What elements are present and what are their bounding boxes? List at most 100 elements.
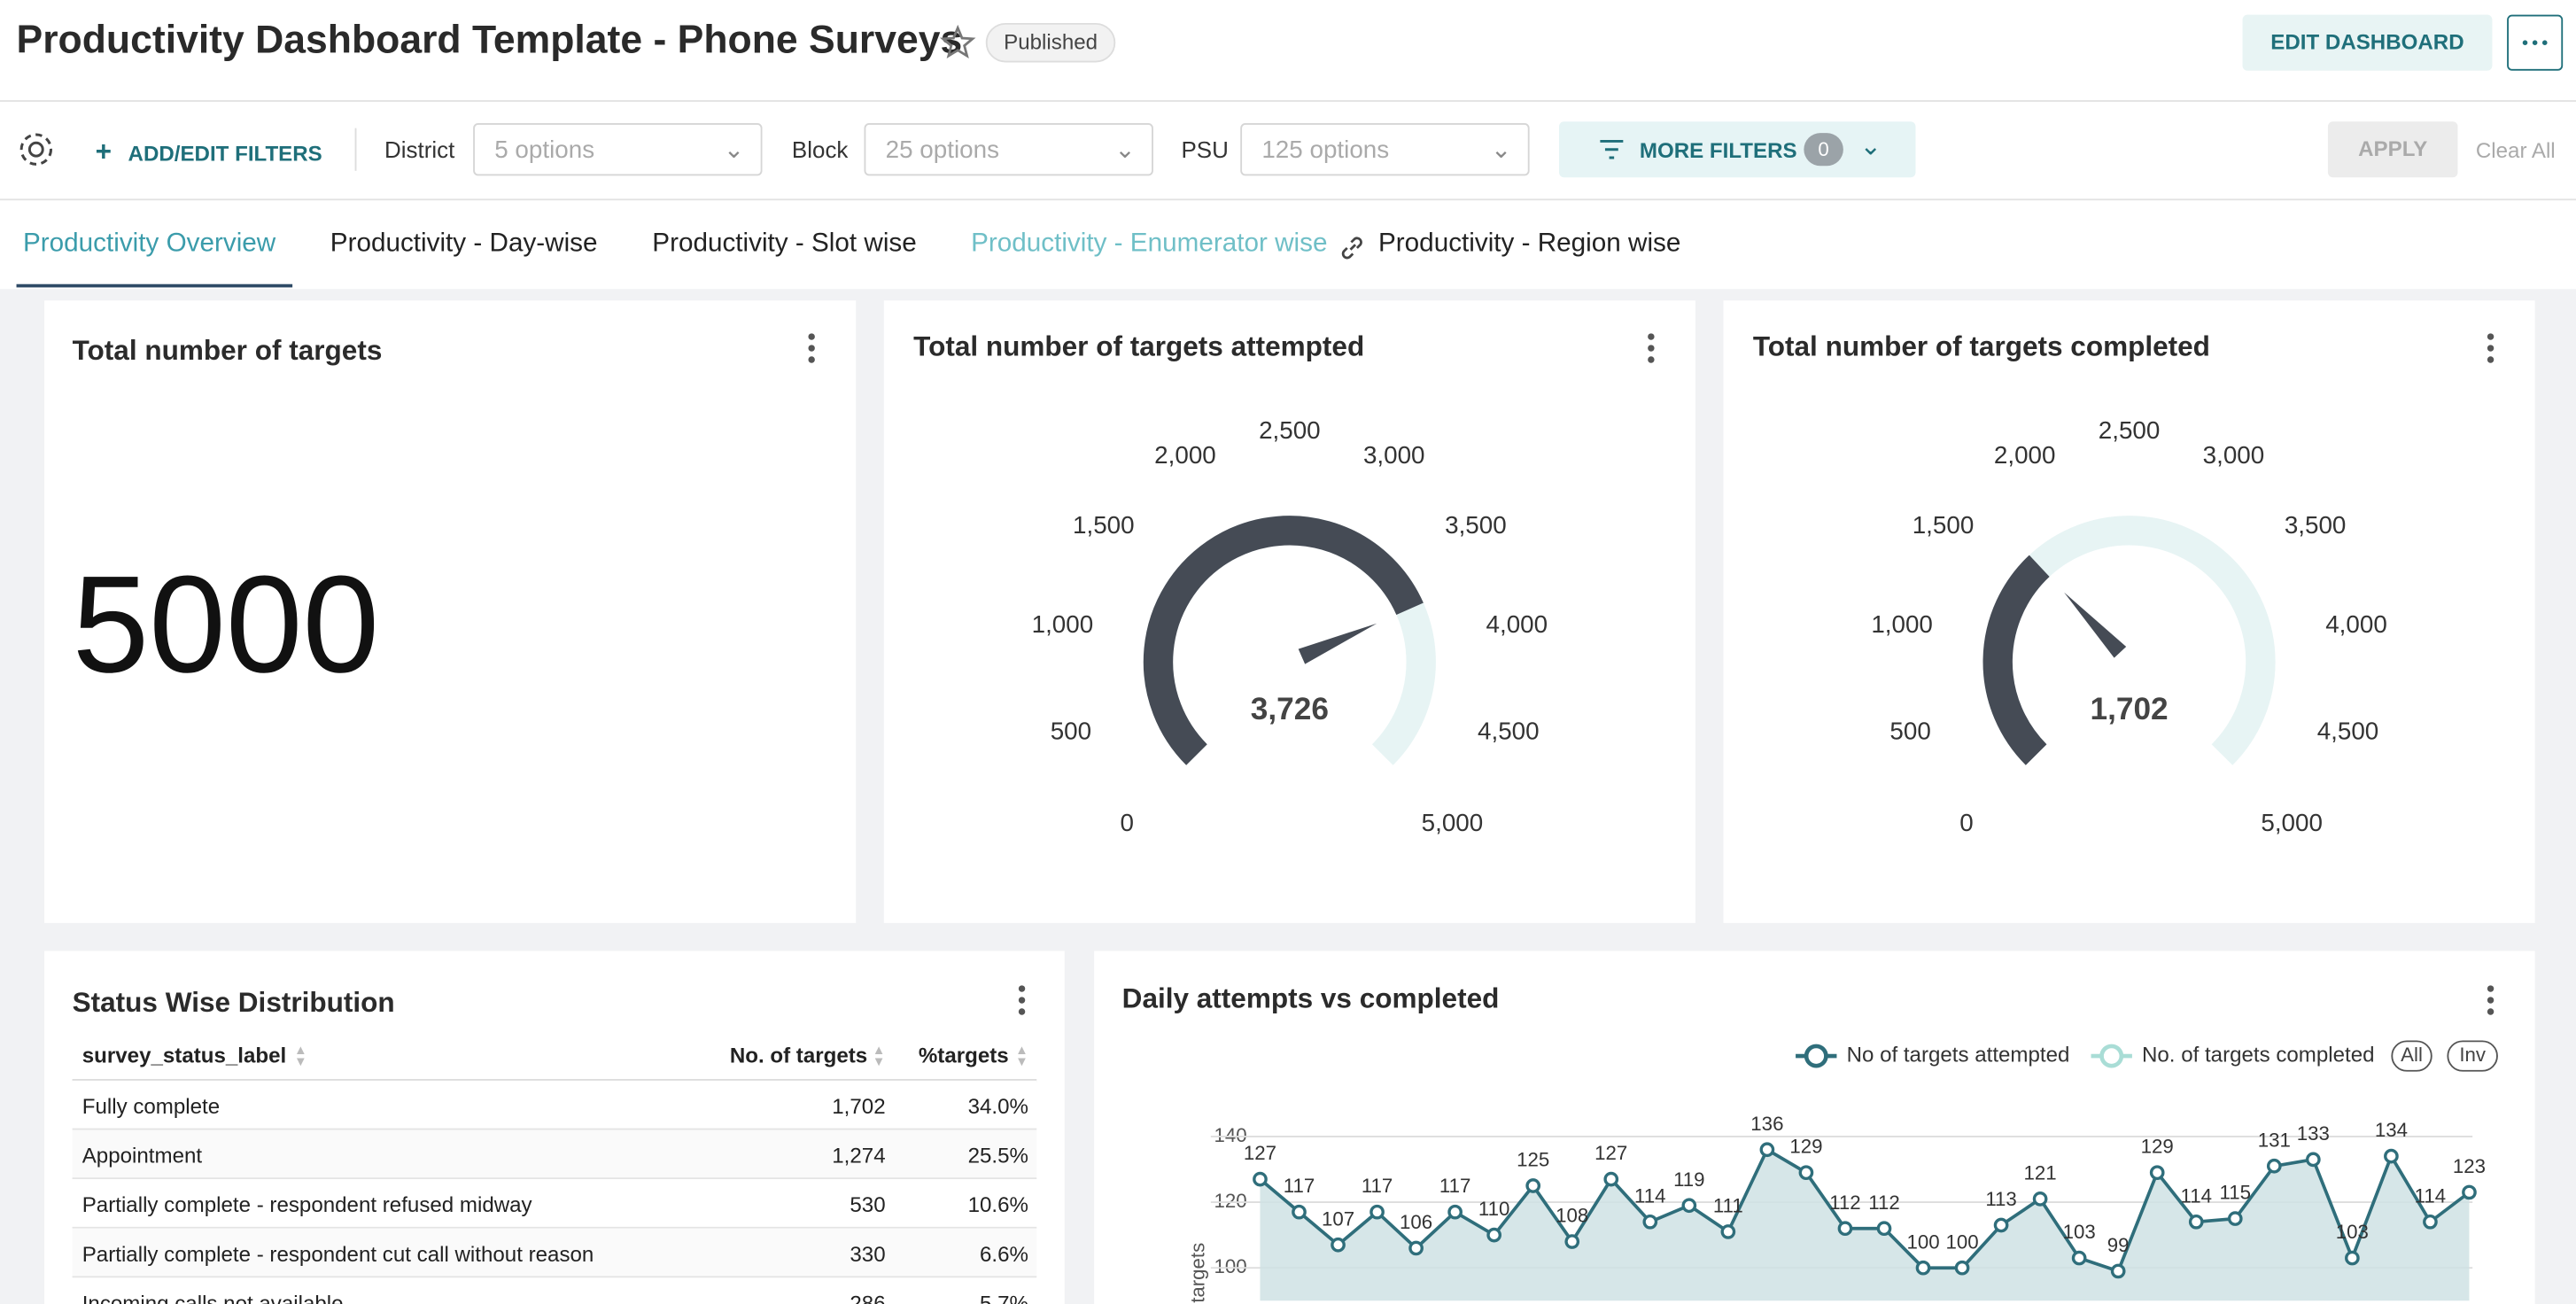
add-filters-button[interactable]: + ADD/EDIT FILTERS	[95, 136, 322, 168]
legend-marker	[2099, 1044, 2124, 1068]
card-menu-dot[interactable]	[1018, 985, 1026, 992]
card-menu-dot[interactable]	[1018, 997, 1026, 1004]
series-point	[2032, 1191, 2048, 1207]
more-menu-button[interactable]	[2507, 14, 2564, 71]
filter-count-badge: 0	[1804, 133, 1843, 167]
tab[interactable]: Productivity - Enumerator wise	[971, 229, 1328, 259]
gauge-tick-label: 2,000	[1154, 441, 1216, 469]
data-label: 107	[1322, 1207, 1354, 1230]
data-label: 129	[1789, 1136, 1822, 1158]
filter-select[interactable]: 5 options ⌄	[473, 123, 763, 176]
card-menu-dot[interactable]	[1648, 345, 1655, 352]
card-menu-dot[interactable]	[808, 356, 815, 363]
filter-label: Block	[791, 136, 849, 163]
gauge-tick-label: 4,000	[1486, 610, 1548, 638]
table-cell: Fully complete	[81, 1093, 221, 1119]
gauge-card	[1723, 300, 2535, 923]
filter-select[interactable]: 25 options ⌄	[864, 123, 1153, 176]
card-menu-dot[interactable]	[2487, 1008, 2495, 1015]
gauge-tick-label: 2,500	[2099, 416, 2161, 444]
data-label: 117	[1439, 1175, 1470, 1197]
gauge-tick-label: 5,000	[1422, 809, 1484, 836]
legend-label[interactable]: No of targets attempted	[1847, 1043, 2070, 1067]
legend-button[interactable]	[2391, 1040, 2432, 1072]
filter-label: PSU	[1181, 136, 1229, 163]
legend-label[interactable]: No. of targets completed	[2142, 1043, 2375, 1067]
card-menu-dot[interactable]	[1648, 333, 1655, 340]
series-point	[2149, 1165, 2165, 1181]
gauge-card	[883, 300, 1695, 923]
gauge-tick-label: 4,500	[2317, 718, 2379, 745]
series-point	[2305, 1152, 2321, 1168]
card-menu-dot[interactable]	[808, 333, 815, 340]
filter-placeholder: 125 options	[1261, 136, 1390, 165]
data-label: 106	[1400, 1211, 1432, 1233]
sort-icon: ▲ ▼	[293, 1043, 307, 1069]
filter-placeholder: 25 options	[885, 136, 1000, 165]
column-header: survey_status_label	[81, 1043, 287, 1068]
tab[interactable]: Productivity - Region wise	[1378, 229, 1681, 259]
clear-all-button[interactable]: Clear All	[2475, 137, 2556, 163]
gauge-value-arc	[1143, 516, 1424, 765]
data-label: 136	[1750, 1113, 1783, 1135]
series-point	[1954, 1260, 1970, 1276]
series-point	[1681, 1198, 1697, 1214]
card-menu-dot[interactable]	[2487, 333, 2495, 340]
card-menu-dot[interactable]	[2487, 997, 2495, 1004]
series-point	[1253, 1171, 1268, 1187]
series-point	[1447, 1204, 1463, 1220]
gauge-tick-label: 500	[1051, 718, 1091, 745]
y-axis-label: targets	[1187, 1243, 1209, 1303]
favorite-star[interactable]	[939, 24, 976, 61]
add-filters-label: ADD/EDIT FILTERS	[128, 141, 322, 167]
card-menu-dot[interactable]	[1018, 1008, 1026, 1015]
status-badge: Published	[985, 22, 1116, 63]
legend-marker	[1804, 1044, 1828, 1068]
tab[interactable]: Productivity - Day-wise	[330, 229, 598, 259]
legend-button[interactable]	[2447, 1040, 2498, 1072]
table-cell: 1,702	[832, 1093, 886, 1119]
data-label: 114	[1634, 1184, 1665, 1207]
kpi-card: Total number of targets 5000	[44, 300, 857, 923]
legend-button-label: Inv	[2459, 1044, 2487, 1066]
data-label: 103	[2336, 1221, 2369, 1243]
card-menu-dot[interactable]	[2487, 985, 2495, 992]
table-cell: Appointment	[81, 1143, 203, 1168]
gauge-tick-label: 3,000	[2203, 441, 2265, 469]
apply-button[interactable]: APPLY	[2327, 121, 2458, 178]
divider	[0, 100, 2576, 102]
series-point	[1369, 1204, 1385, 1220]
filter-select[interactable]: 125 options ⌄	[1240, 123, 1530, 176]
data-label: 131	[2258, 1129, 2291, 1151]
column-header: %targets	[918, 1043, 1009, 1068]
card-menu-dot[interactable]	[2487, 345, 2495, 352]
table-row	[72, 1228, 1037, 1278]
gauge-tick-label: 3,500	[2285, 511, 2347, 539]
y-tick-label: 140	[1214, 1124, 1247, 1146]
data-label: 103	[2063, 1221, 2096, 1243]
table-cell: 330	[850, 1241, 886, 1267]
tab-active[interactable]: Productivity Overview	[22, 229, 276, 259]
more-filters-button[interactable]: MORE FILTERS 0 ⌄	[1559, 121, 1916, 178]
gauge-tick-label: 1,000	[1032, 610, 1094, 638]
series-point	[1292, 1204, 1307, 1220]
edit-dashboard-button[interactable]: EDIT DASHBOARD	[2242, 14, 2493, 71]
card-menu-dot[interactable]	[1648, 356, 1655, 363]
settings-icon[interactable]	[17, 129, 57, 168]
series-point	[1798, 1165, 1814, 1181]
gauge-tick-label: 4,000	[2325, 610, 2387, 638]
table-cell: Incoming calls not available	[81, 1291, 344, 1304]
link-icon[interactable]	[1338, 235, 1365, 261]
data-label: 134	[2375, 1119, 2408, 1141]
tab[interactable]: Productivity - Slot wise	[652, 229, 917, 259]
card-title: Total number of targets	[72, 335, 383, 367]
y-tick-label: 120	[1214, 1190, 1247, 1212]
series-point	[2266, 1158, 2282, 1174]
data-label: 123	[2453, 1155, 2486, 1177]
card-menu-dot[interactable]	[808, 345, 815, 352]
column-header: No. of targets	[729, 1043, 868, 1068]
card-menu-dot[interactable]	[2487, 356, 2495, 363]
series-point	[2462, 1184, 2477, 1200]
series-point	[2384, 1148, 2399, 1164]
gauge-tick-label: 5,000	[2261, 809, 2323, 836]
